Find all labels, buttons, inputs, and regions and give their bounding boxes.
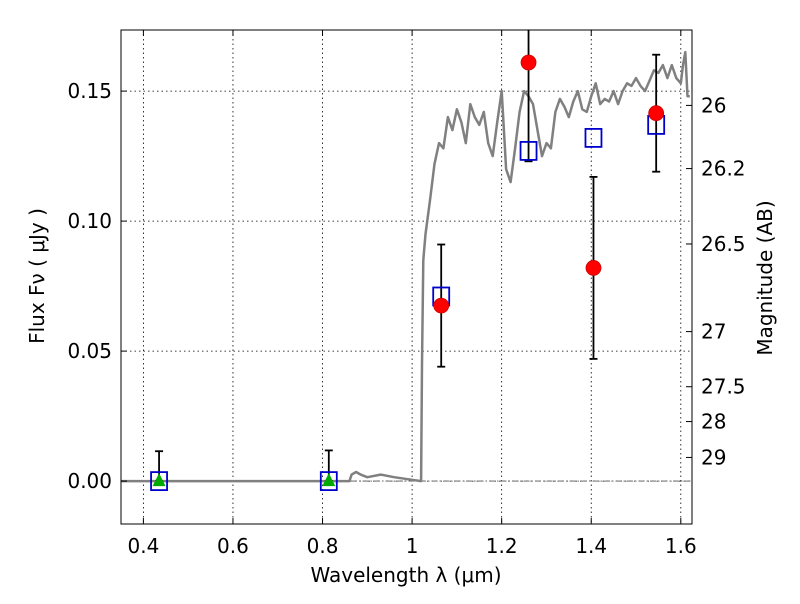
right-tick-label: 27.5 [701, 375, 746, 399]
right-tick-label: 26 [701, 93, 726, 117]
y-tick-label: 0.10 [67, 209, 112, 233]
y-tick-label: 0.15 [67, 79, 112, 103]
right-tick-label: 29 [701, 445, 726, 469]
x-tick-label: 0.4 [127, 534, 159, 558]
right-tick-label: 28 [701, 410, 726, 434]
detection-point [585, 259, 602, 276]
right-axis-title: Magnitude (AB) [753, 200, 777, 355]
x-tick-label: 0.6 [217, 534, 249, 558]
detection-point [433, 297, 450, 314]
x-tick-label: 1.6 [665, 534, 697, 558]
x-tick-label: 1.2 [486, 534, 518, 558]
model-flux-square [584, 127, 603, 148]
model-spectrum [121, 50, 690, 483]
grid [121, 30, 692, 524]
plot-frame [120, 29, 693, 525]
tick-labels: 0.4 0.6 0.8 1 1.2 1.4 1.6 0.00 0.05 0.10 0.15 26 26.… [67, 79, 745, 558]
x-tick-label: 1.4 [575, 534, 607, 558]
model-flux-square [150, 471, 168, 492]
right-tick-label: 26.2 [701, 157, 746, 181]
upper-limit-triangle [152, 473, 166, 487]
y-axis-title: Flux Fν ( μJy ) [25, 208, 49, 344]
x-tick-label: 1 [406, 534, 419, 558]
x-axis-title: Wavelength λ (μm) [310, 563, 501, 587]
x-tick-label: 0.8 [307, 534, 339, 558]
axis-ticks [121, 30, 692, 524]
model-flux-square [519, 140, 538, 161]
model-spectrum-line [121, 50, 690, 483]
detection-point [648, 105, 665, 122]
right-tick-label: 27 [701, 320, 726, 344]
y-tick-label: 0.05 [67, 339, 112, 363]
model-flux-square [319, 471, 338, 492]
detection-point [520, 54, 537, 71]
data-markers [150, 54, 666, 492]
error-bars [155, 30, 661, 483]
upper-limit-triangle [322, 473, 336, 487]
right-tick-label: 26.5 [701, 232, 746, 256]
y-tick-label: 0.00 [67, 469, 112, 493]
